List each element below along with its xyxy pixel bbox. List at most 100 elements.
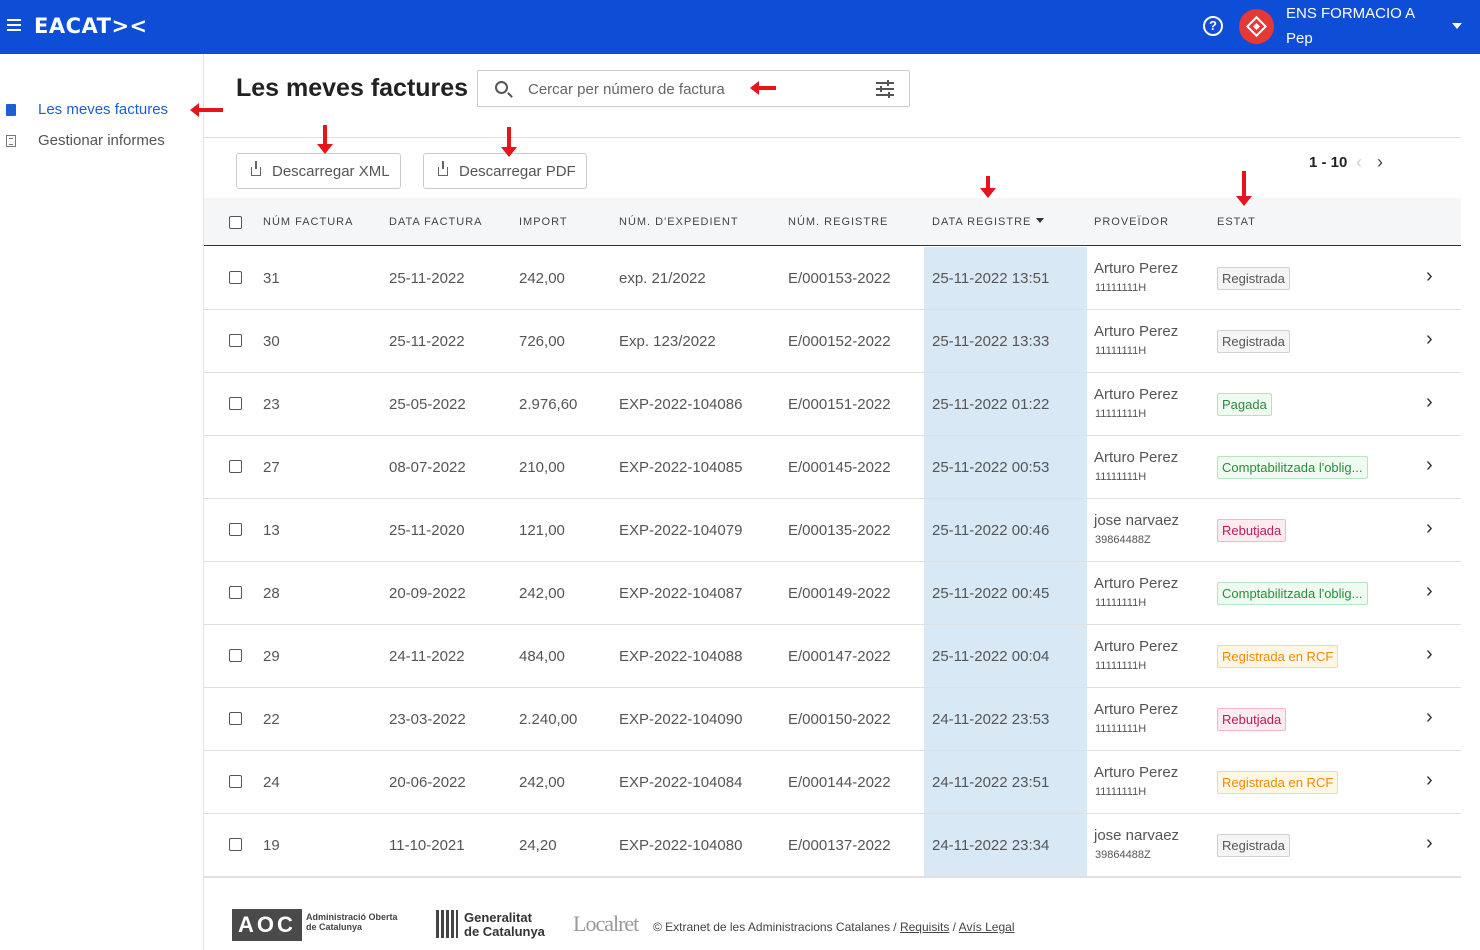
column-header-num-factura[interactable]: NÚM FACTURA	[263, 216, 354, 228]
column-header-num-registre[interactable]: NÚM. REGISTRE	[788, 216, 889, 228]
status-badge: Registrada en RCF	[1217, 645, 1339, 668]
cell-exp: EXP-2022-104080	[619, 837, 743, 854]
annotation-arrow	[190, 103, 223, 117]
table-row[interactable]: 19 11-10-2021 24,20 EXP-2022-104080 E/000137…	[204, 814, 1461, 877]
cell-reg: E/000151-2022	[788, 396, 891, 413]
cell-import: 242,00	[519, 270, 565, 287]
chevron-right-icon[interactable]: ›	[1426, 832, 1433, 854]
cell-reg: E/000145-2022	[788, 459, 891, 476]
next-page-icon[interactable]: ›	[1377, 152, 1383, 172]
cell-date: 25-11-2022	[389, 333, 465, 350]
cell-provider-name: Arturo Perez	[1094, 638, 1179, 655]
table-row[interactable]: 31 25-11-2022 242,00 exp. 21/2022 E/000153-2…	[204, 247, 1461, 310]
cell-provider-id: 39864488Z	[1095, 849, 1151, 861]
cell-exp: EXP-2022-104087	[619, 585, 743, 602]
row-checkbox[interactable]	[229, 649, 242, 662]
select-all-checkbox[interactable]	[229, 216, 242, 229]
cell-reg-date: 25-11-2022 00:53	[932, 459, 1050, 476]
column-header-data-factura[interactable]: DATA FACTURA	[389, 216, 483, 228]
table-row[interactable]: 23 25-05-2022 2.976,60 EXP-2022-104086 E/000…	[204, 373, 1461, 436]
table-row[interactable]: 13 25-11-2020 121,00 EXP-2022-104079 E/00013…	[204, 499, 1461, 562]
cell-num: 23	[263, 396, 280, 413]
cell-reg: E/000137-2022	[788, 837, 891, 854]
cell-import: 726,00	[519, 333, 565, 350]
chevron-right-icon[interactable]: ›	[1426, 454, 1433, 476]
table-row[interactable]: 30 25-11-2022 726,00 Exp. 123/2022 E/000152-…	[204, 310, 1461, 373]
column-header-num-expedient[interactable]: NÚM. D'EXPEDIENT	[619, 216, 739, 228]
cell-date: 24-11-2022	[389, 648, 465, 665]
requisits-link[interactable]: Requisits	[899, 920, 950, 934]
status-badge: Pagada	[1217, 393, 1272, 416]
column-header-data-registre[interactable]: DATA REGISTRE	[932, 216, 1045, 228]
row-checkbox[interactable]	[229, 586, 242, 599]
chevron-down-icon[interactable]	[1452, 23, 1462, 29]
cell-reg-date: 24-11-2022 23:53	[932, 711, 1050, 728]
cell-reg-date: 25-11-2022 00:04	[932, 648, 1050, 665]
sidebar: Les meves factures Gestionar informes	[0, 54, 204, 950]
sort-desc-icon	[1036, 218, 1045, 223]
chevron-right-icon[interactable]: ›	[1426, 391, 1433, 413]
previous-page-icon[interactable]: ‹	[1356, 152, 1362, 172]
aoc-logo: AOC	[232, 909, 302, 941]
row-checkbox[interactable]	[229, 460, 242, 473]
localret-logo: Localret	[573, 911, 639, 936]
cell-reg-date: 25-11-2022 13:51	[932, 270, 1050, 287]
cell-date: 20-06-2022	[389, 774, 466, 791]
row-checkbox[interactable]	[229, 523, 242, 536]
chevron-right-icon[interactable]: ›	[1426, 580, 1433, 602]
table-row[interactable]: 24 20-06-2022 242,00 EXP-2022-104084 E/00014…	[204, 751, 1461, 814]
table-row[interactable]: 27 08-07-2022 210,00 EXP-2022-104085 E/00014…	[204, 436, 1461, 499]
cell-provider-id: 11111111H	[1095, 471, 1147, 483]
legal-notice-link[interactable]: Avís Legal	[958, 920, 1015, 934]
download-pdf-button[interactable]: Descarregar PDF	[423, 153, 587, 189]
download-xml-button[interactable]: Descarregar XML	[236, 153, 401, 189]
chevron-right-icon[interactable]: ›	[1426, 517, 1433, 539]
table-row[interactable]: 28 20-09-2022 242,00 EXP-2022-104087 E/00014…	[204, 562, 1461, 625]
table-row[interactable]: 22 23-03-2022 2.240,00 EXP-2022-104090 E/000…	[204, 688, 1461, 751]
user-name[interactable]: Pep	[1286, 30, 1313, 47]
cell-reg-date: 25-11-2022 01:22	[932, 396, 1050, 413]
column-header-proveidor[interactable]: PROVEÏDOR	[1094, 216, 1170, 228]
column-header-import[interactable]: IMPORT	[519, 216, 568, 228]
status-badge: Registrada en RCF	[1217, 771, 1339, 794]
status-badge: Comptabilitzada l'oblig...	[1217, 582, 1368, 605]
cell-exp: EXP-2022-104086	[619, 396, 743, 413]
cell-num: 19	[263, 837, 280, 854]
filter-settings-icon[interactable]	[876, 80, 894, 98]
row-checkbox[interactable]	[229, 775, 242, 788]
cell-import: 242,00	[519, 585, 565, 602]
cell-provider-id: 11111111H	[1095, 786, 1147, 798]
aoc-logo-text: Administració Oberta de Catalunya	[306, 912, 398, 932]
search-icon	[495, 81, 508, 94]
cell-provider-id: 11111111H	[1095, 345, 1147, 357]
chevron-right-icon[interactable]: ›	[1426, 769, 1433, 791]
sidebar-item-les-meves-factures[interactable]: Les meves factures	[0, 98, 200, 122]
row-checkbox[interactable]	[229, 334, 242, 347]
search-input[interactable]	[528, 77, 848, 101]
column-header-estat[interactable]: ESTAT	[1217, 216, 1256, 228]
cell-num: 28	[263, 585, 280, 602]
help-icon[interactable]: ?	[1203, 16, 1223, 36]
row-checkbox[interactable]	[229, 271, 242, 284]
annotation-arrow	[1236, 171, 1252, 206]
cell-exp: exp. 21/2022	[619, 270, 706, 287]
cell-reg: E/000149-2022	[788, 585, 891, 602]
row-checkbox[interactable]	[229, 838, 242, 851]
sidebar-item-gestionar-informes[interactable]: Gestionar informes	[0, 129, 200, 153]
row-checkbox[interactable]	[229, 712, 242, 725]
app-logo[interactable]: EACAT><	[34, 14, 148, 38]
cell-provider-name: Arturo Perez	[1094, 575, 1179, 592]
top-bar: EACAT>< ? ENS FORMACIO A Pep	[0, 0, 1480, 54]
chevron-right-icon[interactable]: ›	[1426, 265, 1433, 287]
org-avatar[interactable]	[1239, 9, 1274, 44]
hamburger-menu-icon[interactable]	[7, 19, 21, 31]
chevron-right-icon[interactable]: ›	[1426, 643, 1433, 665]
sidebar-item-label: Les meves factures	[38, 101, 169, 118]
chevron-right-icon[interactable]: ›	[1426, 706, 1433, 728]
cell-num: 27	[263, 459, 280, 476]
org-name[interactable]: ENS FORMACIO A	[1286, 5, 1416, 22]
chevron-right-icon[interactable]: ›	[1426, 328, 1433, 350]
row-checkbox[interactable]	[229, 397, 242, 410]
table-row[interactable]: 29 24-11-2022 484,00 EXP-2022-104088 E/00014…	[204, 625, 1461, 688]
annotation-arrow	[750, 81, 776, 95]
